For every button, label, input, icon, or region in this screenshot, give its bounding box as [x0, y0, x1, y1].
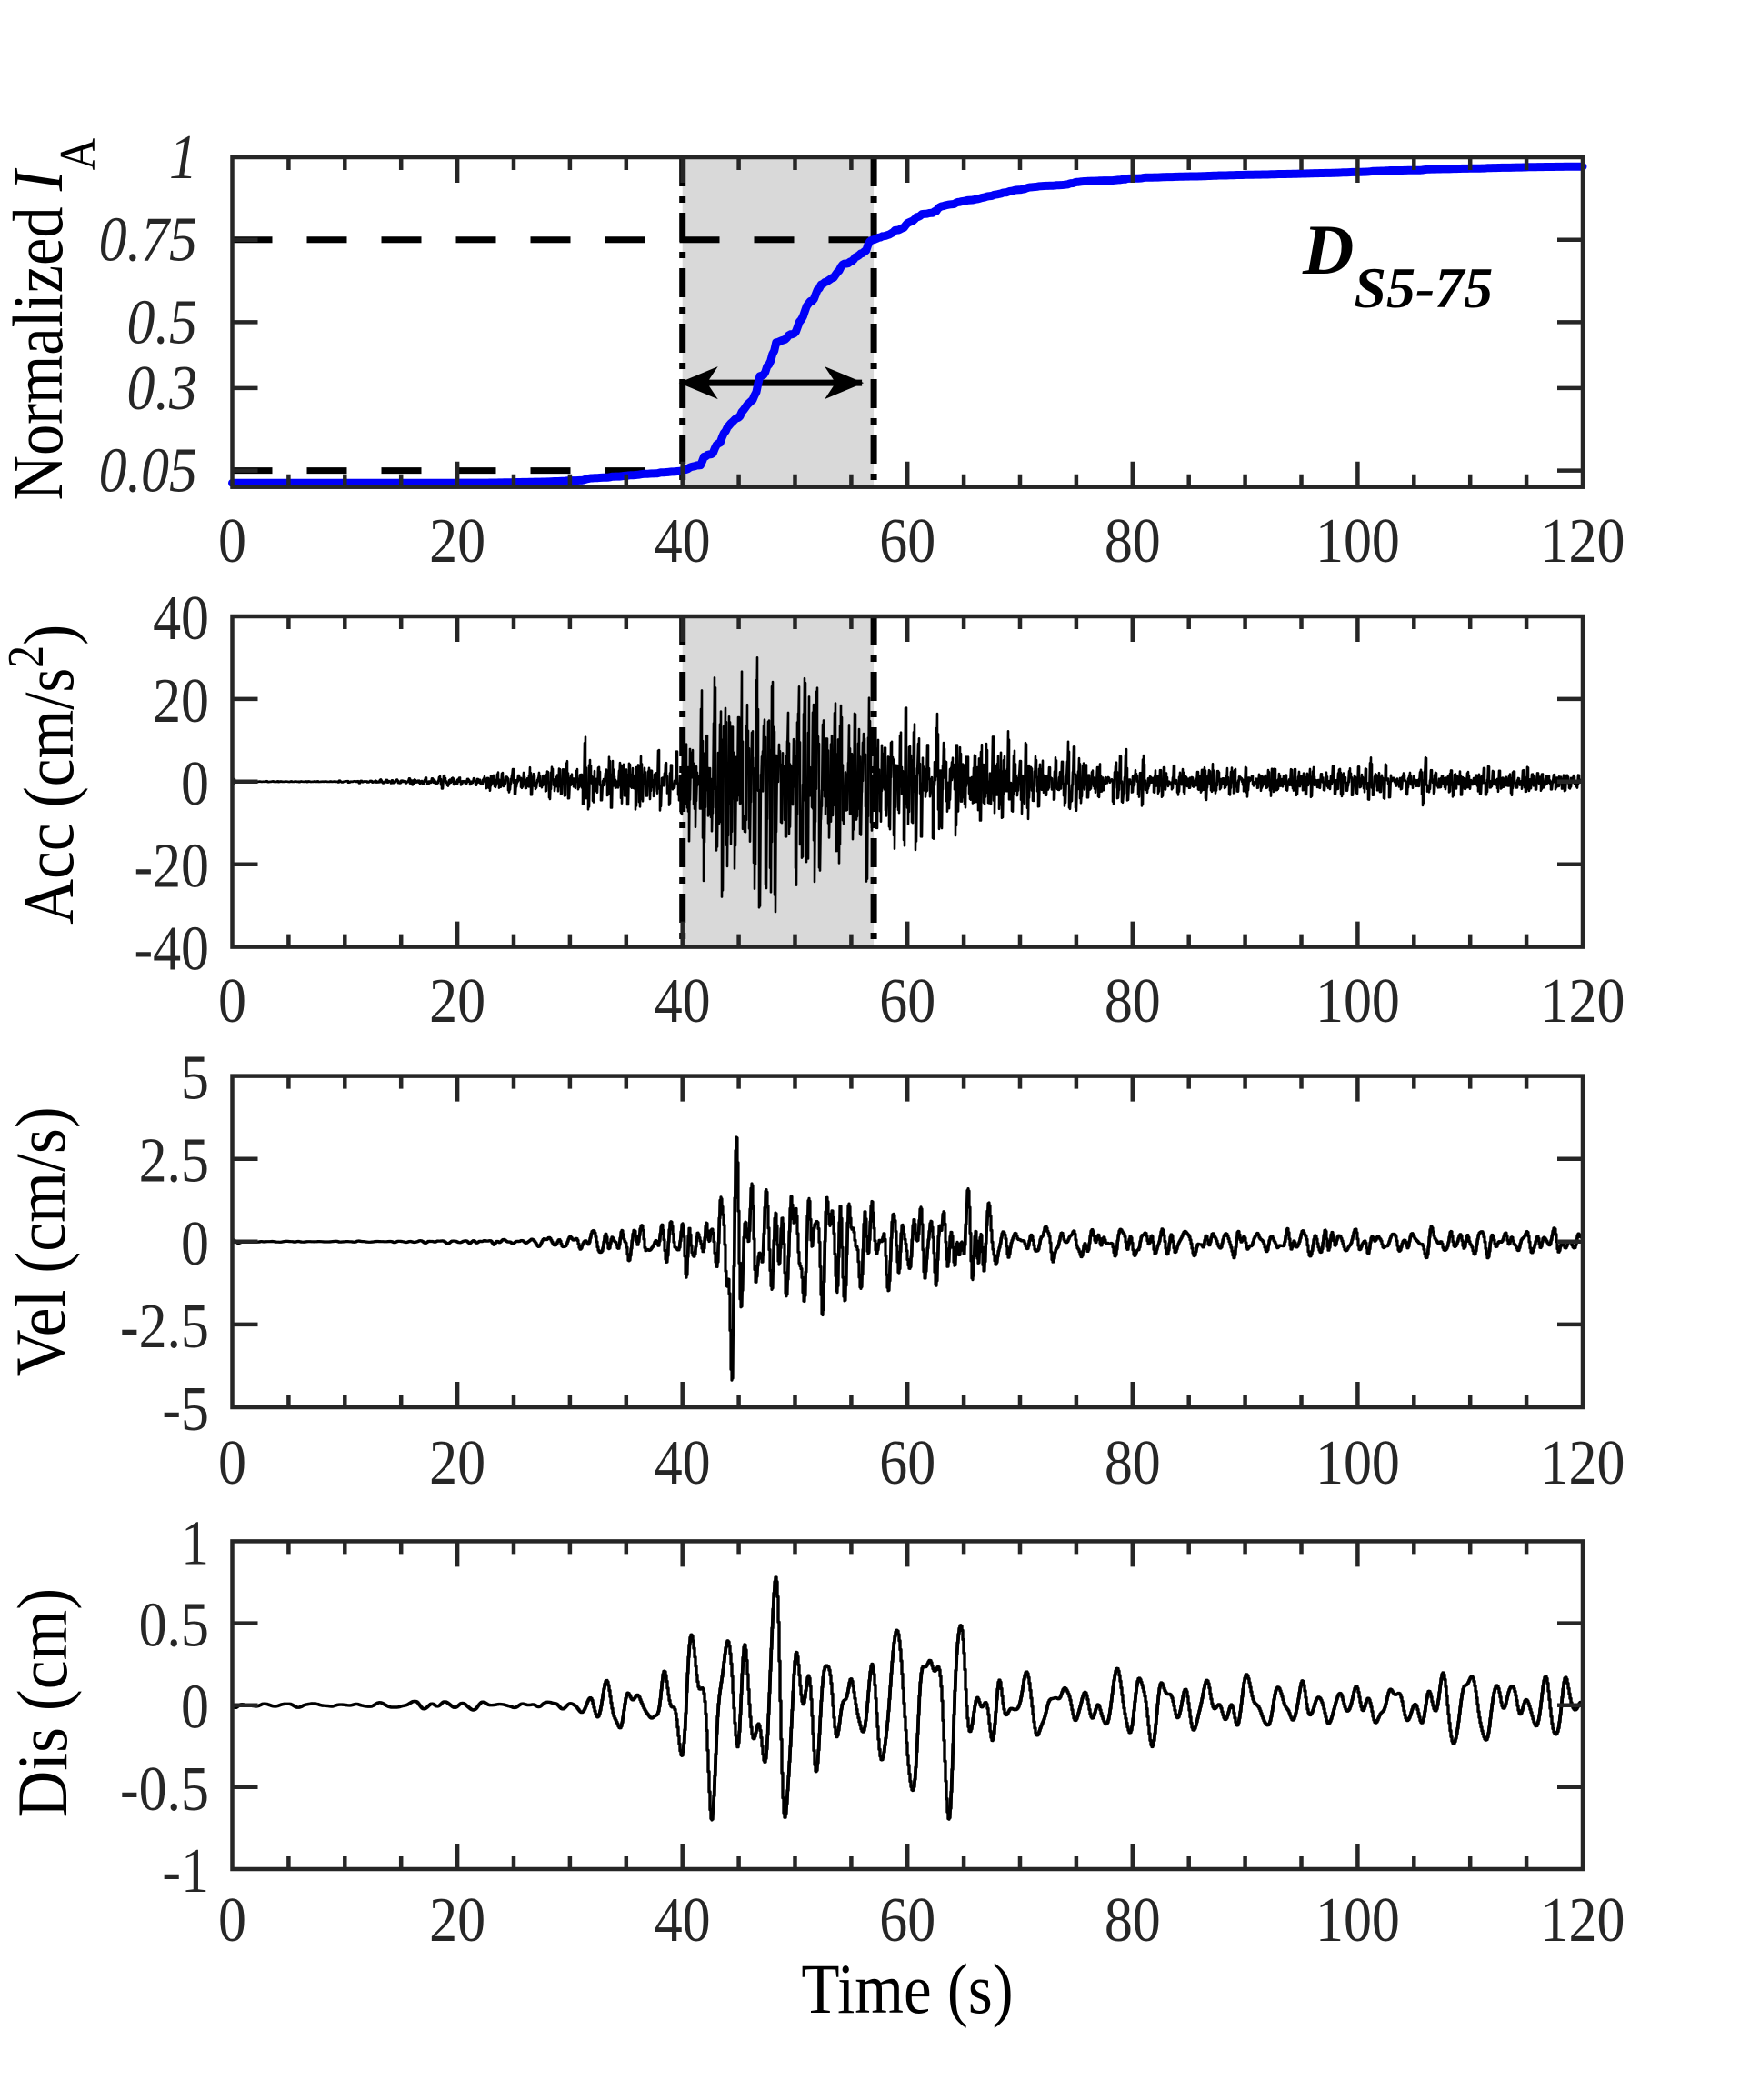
svg-text:5: 5	[181, 1043, 209, 1113]
svg-text:20: 20	[429, 1428, 485, 1498]
svg-text:40: 40	[655, 966, 711, 1036]
svg-text:2.5: 2.5	[139, 1125, 209, 1195]
svg-text:1: 1	[181, 1508, 209, 1578]
svg-text:100: 100	[1315, 966, 1400, 1036]
svg-text:Time (s): Time (s)	[801, 1949, 1013, 2028]
svg-text:60: 60	[879, 506, 935, 576]
svg-text:100: 100	[1315, 1428, 1400, 1498]
svg-text:-40: -40	[134, 914, 209, 984]
svg-text:20: 20	[153, 665, 209, 735]
svg-text:40: 40	[153, 584, 209, 654]
svg-text:Acc (cm/s2): Acc (cm/s2)	[0, 625, 88, 925]
svg-text:100: 100	[1315, 506, 1400, 576]
svg-text:0: 0	[218, 966, 246, 1036]
svg-text:40: 40	[655, 1428, 711, 1498]
svg-text:-20: -20	[134, 831, 209, 901]
svg-text:20: 20	[429, 966, 485, 1036]
svg-text:0: 0	[181, 1672, 209, 1742]
svg-text:80: 80	[1105, 1885, 1161, 1955]
svg-text:60: 60	[879, 1428, 935, 1498]
svg-text:80: 80	[1105, 1428, 1161, 1498]
svg-text:60: 60	[879, 1885, 935, 1955]
svg-text:-5: -5	[162, 1375, 209, 1445]
svg-text:0.05: 0.05	[99, 435, 197, 505]
svg-text:-1: -1	[162, 1836, 209, 1906]
svg-text:0.3: 0.3	[127, 353, 197, 423]
svg-text:120: 120	[1541, 1428, 1625, 1498]
svg-text:80: 80	[1105, 966, 1161, 1036]
svg-text:40: 40	[655, 1885, 711, 1955]
svg-text:0.5: 0.5	[139, 1590, 209, 1660]
svg-text:0.75: 0.75	[99, 205, 197, 275]
svg-text:0: 0	[218, 1885, 246, 1955]
svg-text:1: 1	[169, 123, 197, 193]
svg-text:20: 20	[429, 1885, 485, 1955]
svg-text:0.5: 0.5	[127, 287, 197, 357]
svg-text:120: 120	[1541, 1885, 1625, 1955]
svg-text:Dis (cm): Dis (cm)	[4, 1588, 82, 1818]
svg-text:0: 0	[218, 506, 246, 576]
svg-text:0: 0	[181, 748, 209, 818]
svg-text:100: 100	[1315, 1885, 1400, 1955]
svg-text:40: 40	[655, 506, 711, 576]
svg-text:60: 60	[879, 966, 935, 1036]
svg-text:0: 0	[181, 1208, 209, 1278]
svg-text:-2.5: -2.5	[120, 1291, 209, 1361]
svg-text:0: 0	[218, 1428, 246, 1498]
svg-text:Vel (cm/s): Vel (cm/s)	[2, 1106, 80, 1376]
svg-text:20: 20	[429, 506, 485, 576]
svg-text:120: 120	[1541, 506, 1625, 576]
svg-text:80: 80	[1105, 506, 1161, 576]
svg-text:-0.5: -0.5	[120, 1754, 209, 1824]
svg-text:120: 120	[1541, 966, 1625, 1036]
